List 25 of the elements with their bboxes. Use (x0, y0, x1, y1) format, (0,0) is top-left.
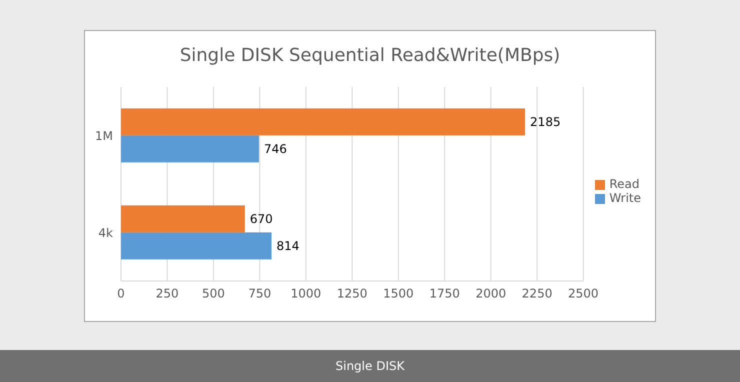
data-label: 814 (276, 239, 300, 254)
data-label: 746 (264, 142, 287, 156)
x-tick-label: 750 (248, 286, 272, 301)
x-tick-label: 2000 (476, 286, 506, 301)
chart-title: Single DISK Sequential Read&Write(MBps) (178, 45, 562, 66)
x-tick-label: 1500 (383, 286, 414, 301)
x-tick-label: 2500 (568, 286, 599, 301)
data-label: 670 (250, 212, 273, 226)
bar (121, 232, 272, 260)
x-tick-label: 250 (156, 286, 179, 301)
x-tick-label: 500 (202, 286, 225, 301)
x-tick-label: 0 (117, 286, 125, 301)
bar (121, 108, 526, 136)
legend-label: Read (609, 177, 640, 191)
legend-label: Write (609, 191, 641, 205)
y-tick-label: 1M (95, 128, 113, 143)
y-tick-label: 4k (98, 226, 114, 240)
data-label: 2185 (530, 115, 561, 130)
x-tick-label: 1250 (336, 286, 368, 301)
x-tick-label: 1000 (290, 286, 322, 301)
x-tick-label: 2250 (522, 286, 552, 301)
bar (121, 205, 245, 232)
bar (121, 135, 259, 162)
x-tick-label: 1750 (429, 286, 460, 301)
text: Single DISK (336, 359, 404, 373)
